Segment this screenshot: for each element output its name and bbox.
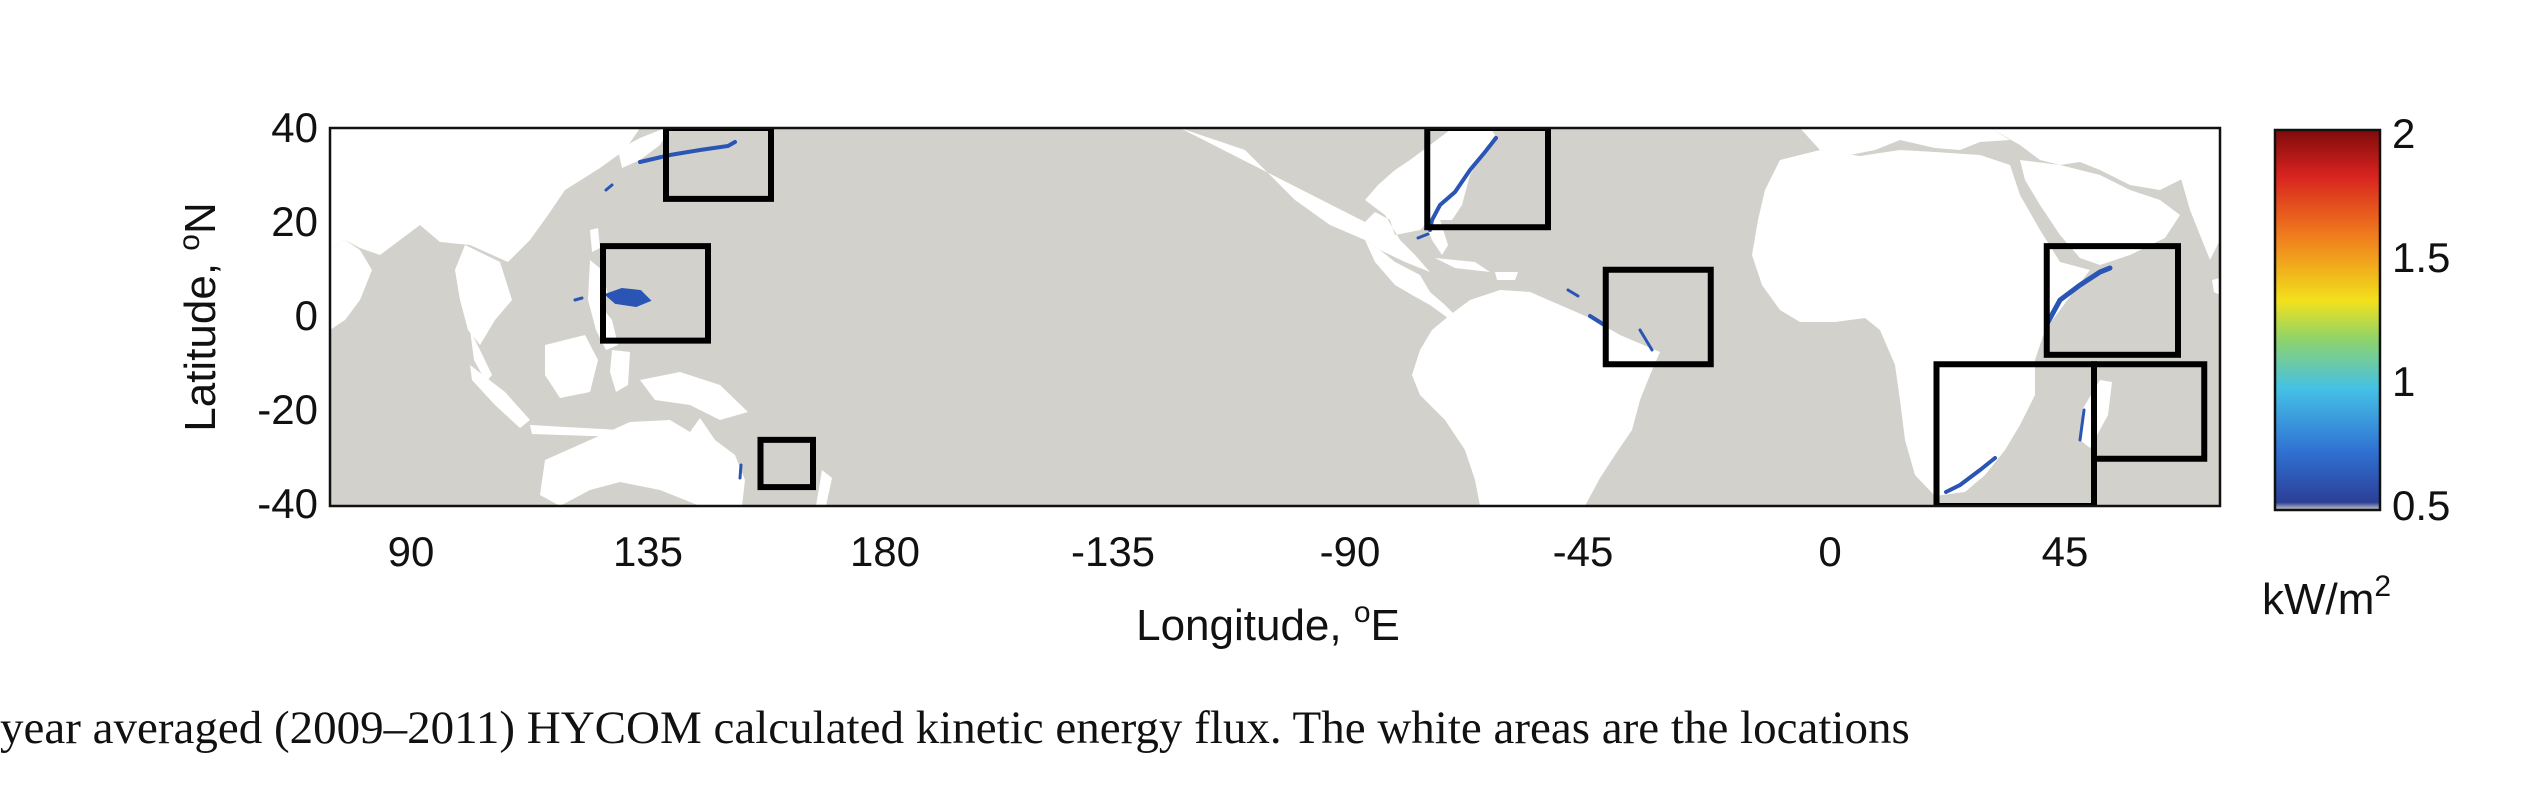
flux-east-australia [738, 463, 743, 480]
x-tick-label: -90 [1320, 528, 1381, 575]
land-asia [330, 128, 640, 262]
land-japan [618, 128, 670, 168]
colorbar-tick-label: 2 [2392, 110, 2415, 157]
land-new-guinea [640, 372, 748, 420]
land-cuba [1435, 258, 1490, 272]
flux-north-brazil-3 [1638, 328, 1654, 352]
land-sulawesi [610, 350, 630, 392]
y-axis-title: Latitude, oN [173, 202, 225, 432]
land-hispaniola [1495, 272, 1518, 280]
flux-kuroshio-upstream [604, 183, 614, 192]
land-java [530, 425, 622, 437]
colorbar: 2 1.5 1 0.5 kW/m2 [2262, 110, 2450, 624]
region-boxes [600, 128, 2208, 506]
land-india-west [2180, 160, 2220, 260]
colorbar-tick-label: 1.5 [2392, 234, 2450, 281]
figure-caption: year averaged (2009–2011) HYCOM calculat… [0, 702, 1910, 754]
colorbar-unit-label: kW/m2 [2262, 570, 2391, 624]
x-axis: 90 135 180 -135 -90 -45 0 45 Longitude, … [388, 528, 2089, 650]
x-tick-label: 45 [2042, 528, 2089, 575]
landmasses [330, 128, 2220, 506]
land-sumatra [470, 365, 530, 428]
y-tick-label: 40 [271, 104, 318, 151]
land-india [330, 240, 372, 330]
x-tick-label: -135 [1071, 528, 1155, 575]
colorbar-tick-label: 1 [2392, 358, 2415, 405]
x-tick-label: 180 [850, 528, 920, 575]
colorbar-gradient [2273, 128, 2382, 512]
madagascar-box [2091, 361, 2208, 462]
north-brazil-box [1602, 266, 1714, 368]
land-philippines [588, 260, 618, 350]
kuroshio-box [663, 128, 774, 202]
land-europe [1800, 128, 2010, 155]
x-tick-label: 135 [613, 528, 683, 575]
land-taiwan [590, 228, 600, 252]
x-tick-label: 0 [1818, 528, 1841, 575]
map-frame [328, 126, 2222, 508]
east-australia-box [757, 436, 816, 491]
land-indochina [455, 245, 512, 345]
land-sri-lanka [2212, 278, 2220, 295]
indonesia-box [600, 243, 711, 344]
flux-mindanao [604, 287, 652, 308]
x-tick-label: 90 [388, 528, 435, 575]
y-tick-label: 20 [271, 198, 318, 245]
somali-box [2043, 243, 2181, 358]
flux-florida-strait [1416, 232, 1430, 240]
flux-mozambique [2078, 408, 2086, 442]
land-africa [1752, 150, 2090, 496]
flux-gulf-stream [1428, 136, 1498, 232]
land-malay-peninsula [470, 330, 492, 382]
flux-somali [2045, 265, 2113, 325]
y-tick-label: 0 [295, 292, 318, 339]
land-australia [540, 418, 745, 506]
flux-kuroshio [638, 140, 737, 164]
land-arabia [2020, 160, 2180, 265]
land-middle-east [1990, 128, 2220, 190]
x-axis-title: Longitude, oE [1136, 596, 1400, 650]
land-borneo [545, 335, 598, 398]
flux-north-brazil [1566, 288, 1580, 298]
flux-streaks [573, 136, 2113, 494]
land-north-america [1180, 128, 1495, 272]
land-new-zealand [816, 470, 832, 506]
y-tick-label: -20 [257, 386, 318, 433]
flux-agulhas [1944, 456, 1997, 494]
map-panel [328, 126, 2222, 508]
gulf-stream-box [1424, 128, 1551, 231]
x-tick-label: -45 [1553, 528, 1614, 575]
y-axis: 40 20 0 -20 -40 Latitude, oN [173, 104, 318, 527]
land-central-america [1365, 240, 1455, 318]
colorbar-tick-label: 0.5 [2392, 482, 2450, 529]
flux-indonesia-small [573, 296, 584, 302]
land-south-america [1412, 290, 1660, 506]
y-tick-label: -40 [257, 480, 318, 527]
